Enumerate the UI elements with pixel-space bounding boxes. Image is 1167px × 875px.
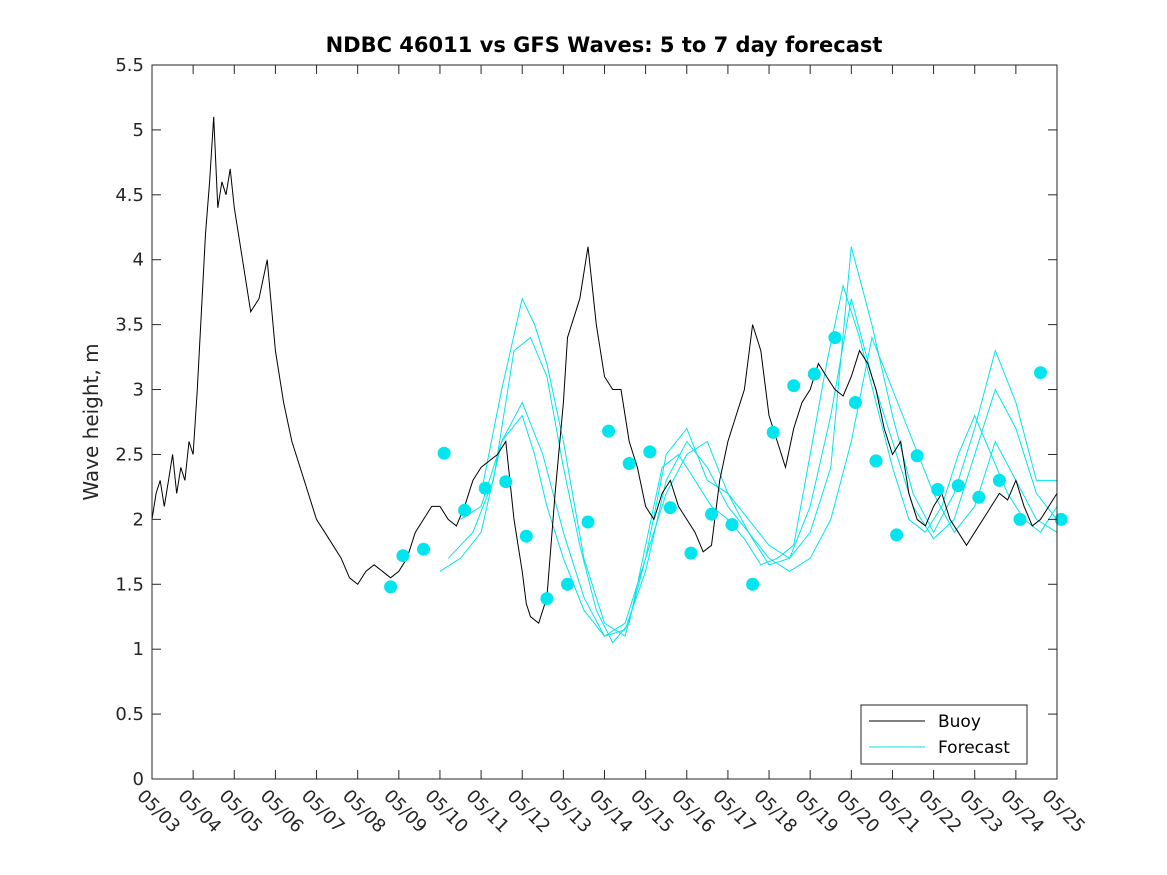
forecast-line — [439, 335, 1058, 637]
forecast-marker — [725, 518, 739, 532]
forecast-marker — [663, 501, 677, 515]
x-tick-label: 05/04 — [174, 786, 226, 838]
x-tick-label: 05/10 — [420, 786, 472, 838]
forecast-marker — [602, 424, 616, 438]
y-tick-label: 4.5 — [115, 185, 144, 206]
forecast-marker — [931, 483, 945, 496]
forecast-marker — [581, 515, 595, 529]
forecast-marker — [787, 379, 801, 393]
x-tick-label: 05/19 — [791, 786, 843, 838]
x-tick-label: 05/18 — [750, 786, 802, 838]
forecast-marker — [643, 445, 657, 459]
forecast-marker — [869, 454, 883, 468]
forecast-marker — [499, 475, 513, 489]
forecast-marker — [992, 473, 1006, 487]
y-tick-label: 2 — [133, 509, 144, 530]
legend: Buoy Forecast — [860, 704, 1028, 765]
y-axis-label: Wave height, m — [79, 343, 103, 500]
x-tick-label: 05/14 — [585, 786, 637, 838]
x-tick-label: 05/23 — [955, 786, 1007, 838]
forecast-marker — [519, 529, 533, 543]
forecast-marker — [540, 592, 554, 606]
x-tick-label: 05/08 — [338, 786, 390, 838]
forecast-marker — [1034, 366, 1047, 380]
x-tick-label: 05/13 — [544, 786, 596, 838]
y-tick-label: 2.5 — [115, 444, 144, 465]
x-tick-label: 05/11 — [462, 786, 514, 838]
forecast-marker — [478, 481, 492, 495]
forecast-marker — [458, 503, 472, 517]
x-tick-label: 05/07 — [297, 786, 349, 838]
buoy-line — [151, 116, 1058, 625]
y-tick-label: 5.5 — [115, 55, 144, 76]
x-tick-label: 05/09 — [379, 786, 431, 838]
series-layer — [151, 116, 1068, 644]
y-tick-label: 0.5 — [115, 704, 144, 725]
y-tick-label: 1 — [133, 639, 144, 660]
chart-title: NDBC 46011 vs GFS Waves: 5 to 7 day fore… — [326, 33, 883, 57]
forecast-line — [460, 298, 1058, 637]
x-tick-label: 05/22 — [914, 786, 966, 838]
forecast-marker — [746, 577, 760, 591]
x-tick-label: 05/15 — [626, 786, 678, 838]
forecast-marker — [766, 425, 780, 439]
forecast-marker — [951, 479, 965, 493]
forecast-marker — [622, 457, 636, 470]
forecast-marker — [417, 542, 430, 556]
forecast-marker — [1013, 512, 1027, 526]
legend-box — [860, 704, 1028, 765]
x-tick-label: 05/20 — [832, 786, 884, 838]
x-tick-label: 05/16 — [667, 786, 719, 838]
y-tick-label: 4 — [133, 250, 144, 271]
legend-forecast-label: Forecast — [938, 738, 1010, 758]
forecast-marker — [828, 331, 842, 345]
forecast-line — [447, 283, 1058, 644]
forecast-marker — [807, 367, 821, 381]
forecast-marker — [437, 446, 451, 460]
legend-buoy-label: Buoy — [938, 712, 981, 732]
x-tick-label: 05/12 — [503, 786, 555, 838]
forecast-marker — [705, 507, 718, 521]
y-tick-label: 5 — [133, 120, 144, 141]
forecast-marker — [890, 528, 904, 542]
forecast-marker — [910, 449, 924, 463]
forecast-marker — [396, 549, 410, 563]
plot-area — [152, 65, 1057, 779]
forecast-marker — [684, 546, 698, 560]
forecast-marker — [1054, 512, 1068, 526]
x-tick-label: 05/25 — [1037, 786, 1089, 838]
x-tick-label: 05/03 — [132, 786, 184, 838]
x-tick-label: 05/06 — [256, 786, 308, 838]
y-tick-label: 0 — [133, 769, 144, 790]
x-tick-label: 05/21 — [873, 786, 925, 838]
x-tick-label: 05/17 — [708, 786, 760, 838]
forecast-marker — [561, 577, 574, 591]
forecast-marker — [848, 396, 862, 409]
forecast-marker — [384, 580, 398, 594]
x-tick-label: 05/05 — [215, 786, 267, 838]
y-tick-label: 1.5 — [115, 574, 144, 595]
x-tick-label: 05/24 — [996, 786, 1048, 838]
y-tick-label: 3 — [133, 380, 144, 401]
forecast-marker — [972, 490, 986, 504]
y-tick-label: 3.5 — [115, 315, 144, 336]
